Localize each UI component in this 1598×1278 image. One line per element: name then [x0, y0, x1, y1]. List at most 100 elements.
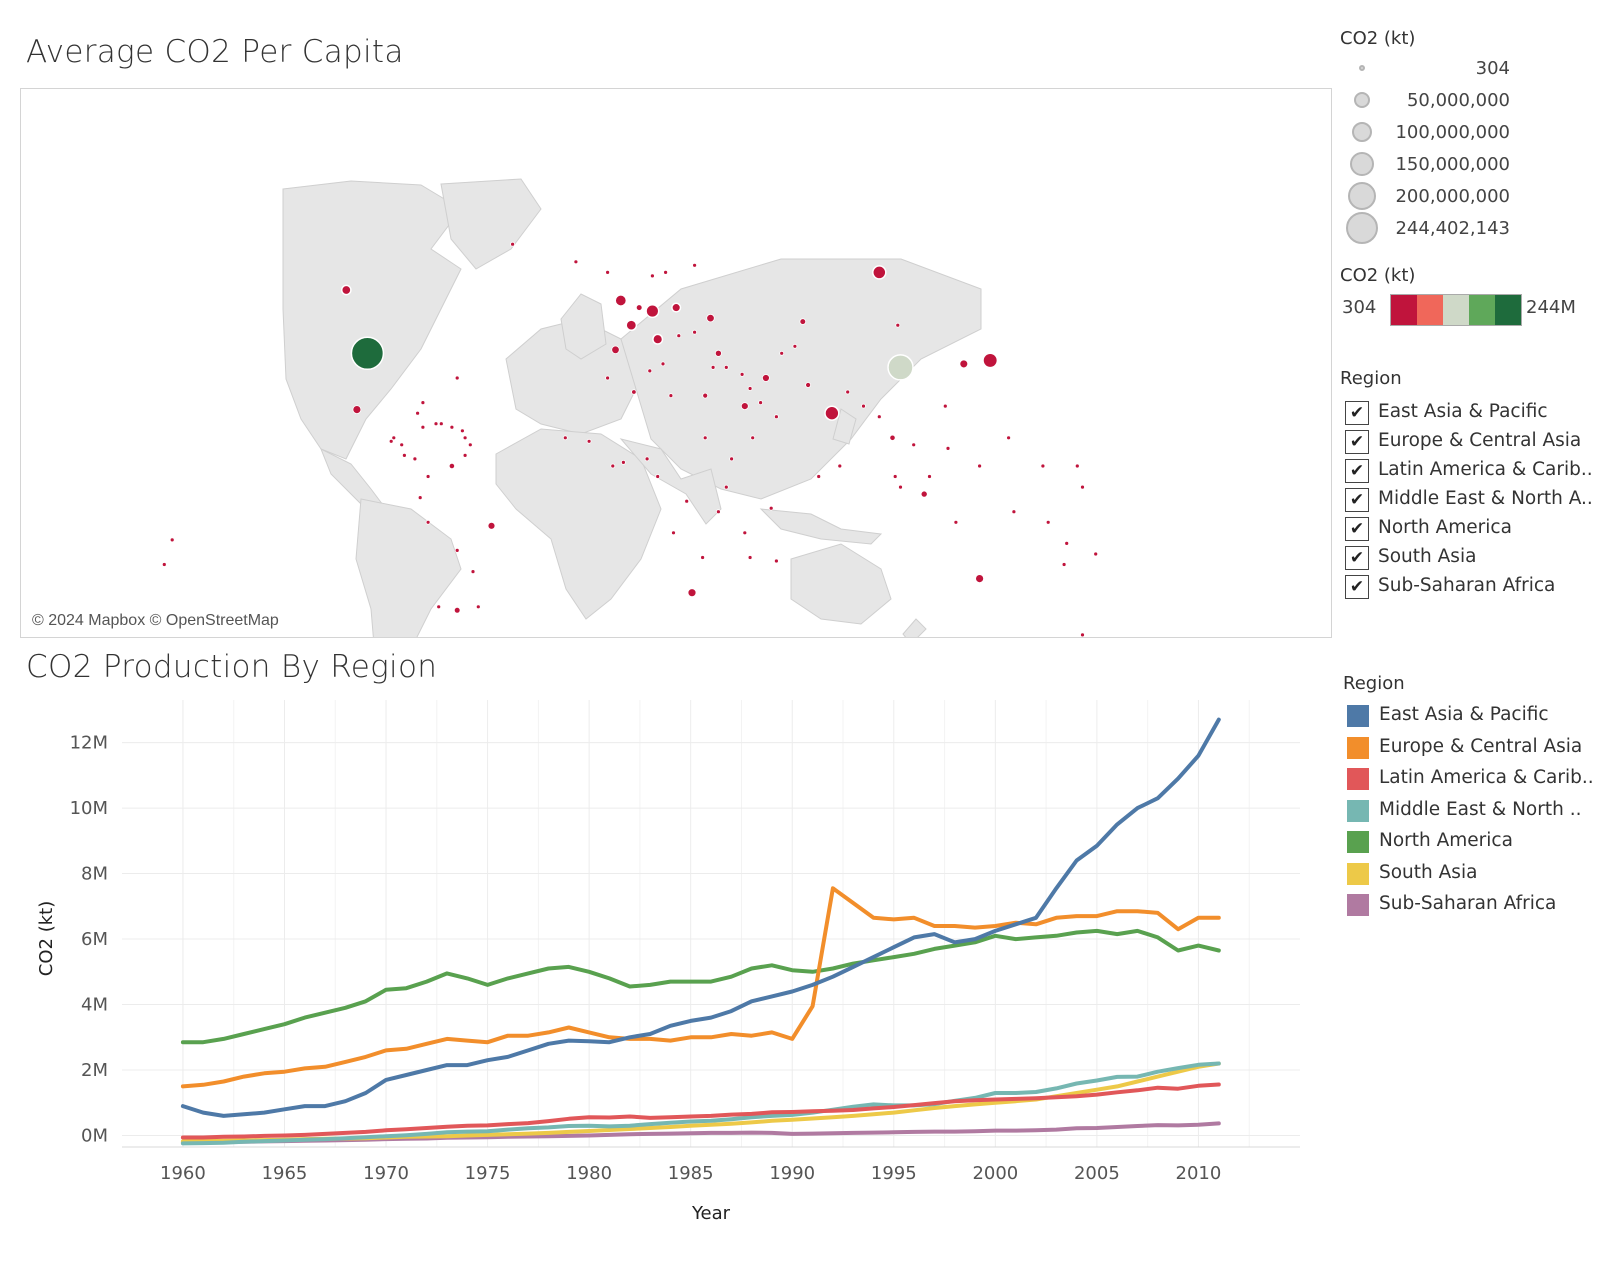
country-point[interactable] [723, 364, 729, 370]
country-point[interactable] [470, 569, 476, 575]
country-point[interactable] [729, 456, 734, 462]
country-point[interactable] [702, 435, 708, 441]
country-point[interactable] [750, 435, 756, 441]
line-legend-item[interactable]: North America [1347, 828, 1597, 860]
country-point[interactable] [1011, 509, 1017, 515]
country-point[interactable] [676, 333, 682, 339]
country-point[interactable] [1006, 435, 1011, 441]
country-point[interactable] [668, 393, 674, 399]
country-point[interactable] [671, 302, 682, 313]
country-point[interactable] [799, 318, 807, 325]
country-point[interactable] [762, 374, 770, 382]
series-line[interactable] [180, 1061, 1221, 1146]
country-point[interactable] [401, 452, 407, 458]
country-point[interactable] [388, 438, 394, 444]
country-point[interactable] [645, 304, 660, 319]
country-point[interactable] [892, 474, 898, 479]
country-point[interactable] [605, 375, 610, 381]
country-point[interactable] [1064, 540, 1070, 546]
country-point[interactable] [889, 434, 896, 441]
country-point[interactable] [774, 558, 779, 564]
country-point[interactable] [975, 574, 984, 584]
country-point[interactable] [635, 304, 643, 311]
country-point[interactable] [861, 403, 866, 409]
country-point[interactable] [412, 456, 418, 462]
country-point[interactable] [953, 519, 959, 525]
series-line[interactable] [180, 1082, 1221, 1140]
line-legend-item[interactable]: Europe & Central Asia [1347, 734, 1597, 766]
line-legend-item[interactable]: South Asia [1347, 860, 1597, 892]
country-point[interactable] [710, 364, 716, 370]
country-point[interactable] [475, 604, 481, 610]
country-point[interactable] [714, 349, 722, 357]
country-point[interactable] [562, 435, 568, 441]
symbol-map[interactable]: © 2024 Mapbox © OpenStreetMap [20, 88, 1332, 638]
country-point[interactable] [625, 319, 638, 332]
series-line[interactable] [180, 886, 1221, 1089]
region-filter-item[interactable]: ✔ North America [1345, 515, 1595, 544]
line-legend-item[interactable]: East Asia & Pacific [1347, 702, 1597, 734]
country-point[interactable] [436, 604, 442, 610]
checkbox[interactable]: ✔ [1345, 546, 1369, 570]
country-point[interactable] [448, 462, 455, 470]
country-point[interactable] [876, 414, 882, 420]
line-legend-item[interactable]: Sub-Saharan Africa [1347, 891, 1597, 923]
country-point[interactable] [1080, 632, 1085, 637]
country-point[interactable] [169, 537, 175, 543]
country-point[interactable] [845, 389, 851, 395]
country-point[interactable] [1061, 562, 1067, 567]
country-point[interactable] [454, 547, 460, 553]
line-legend-item[interactable]: Latin America & Carib.. [1347, 765, 1597, 797]
country-point[interactable] [692, 262, 697, 268]
checkbox[interactable]: ✔ [1345, 430, 1369, 454]
checkbox[interactable]: ✔ [1345, 401, 1369, 425]
country-point[interactable] [631, 389, 637, 395]
country-point[interactable] [614, 294, 628, 307]
country-point[interactable] [898, 484, 903, 490]
country-point[interactable] [706, 313, 715, 323]
region-filter-item[interactable]: ✔ South Asia [1345, 544, 1595, 573]
country-point[interactable] [945, 445, 951, 451]
country-point[interactable] [650, 273, 655, 279]
country-point[interactable] [663, 269, 668, 275]
country-point[interactable] [340, 284, 352, 296]
country-point[interactable] [453, 606, 461, 614]
country-point[interactable] [611, 345, 620, 354]
country-point[interactable] [927, 474, 932, 479]
country-point[interactable] [774, 414, 779, 420]
country-point[interactable] [942, 403, 948, 409]
country-point[interactable] [425, 474, 431, 479]
country-point[interactable] [449, 424, 455, 430]
country-point[interactable] [920, 490, 928, 498]
country-point[interactable] [723, 484, 729, 490]
country-point[interactable] [420, 400, 426, 406]
country-point[interactable] [660, 361, 666, 367]
country-point[interactable] [467, 442, 473, 448]
map-attribution[interactable]: © 2024 Mapbox © OpenStreetMap [27, 611, 284, 631]
country-point[interactable] [391, 435, 397, 441]
country-point[interactable] [740, 402, 749, 411]
country-point[interactable] [872, 265, 887, 280]
country-point[interactable] [747, 555, 753, 560]
map-canvas[interactable] [21, 89, 1331, 637]
country-point[interactable] [462, 435, 468, 441]
country-point[interactable] [420, 424, 426, 430]
country-point[interactable] [702, 392, 709, 399]
country-point[interactable] [982, 352, 999, 369]
country-point[interactable] [687, 588, 697, 598]
country-point[interactable] [652, 333, 664, 345]
region-filter-item[interactable]: ✔ Europe & Central Asia [1345, 428, 1595, 457]
country-point[interactable] [958, 358, 969, 369]
country-point[interactable] [352, 405, 362, 415]
country-point[interactable] [647, 368, 653, 374]
region-filter-item[interactable]: ✔ East Asia & Pacific [1345, 399, 1595, 428]
country-point[interactable] [462, 452, 468, 458]
country-point[interactable] [621, 459, 626, 465]
country-point[interactable] [586, 438, 592, 444]
country-point[interactable] [1045, 519, 1051, 525]
co2-line-chart[interactable]: 0M 2M 4M 6M 8M 10M 12M 1960 1965 1970 1975 1980 1985… [0, 700, 1330, 1278]
country-point[interactable] [433, 421, 439, 427]
country-point[interactable] [824, 405, 840, 421]
country-point[interactable] [805, 382, 811, 388]
country-point[interactable] [792, 343, 798, 349]
